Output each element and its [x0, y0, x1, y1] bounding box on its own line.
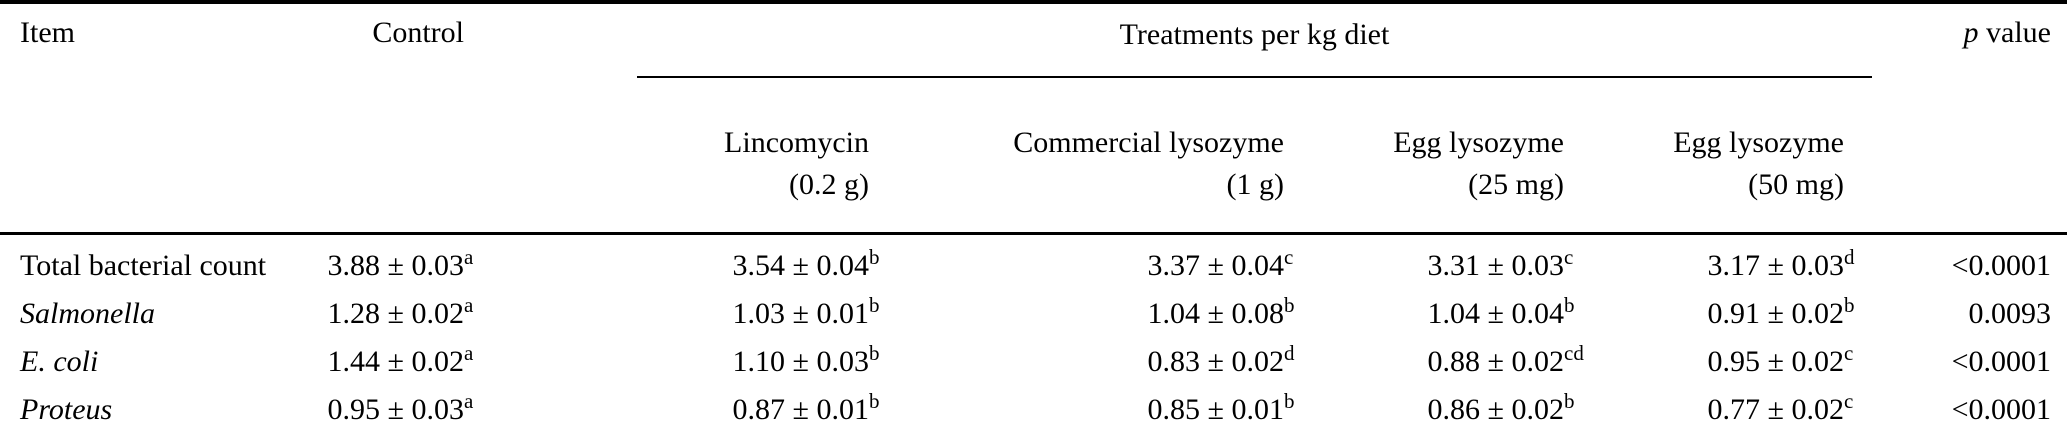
- cell-egg-lysozyme-25: 1.04 ± 0.04b: [1427, 293, 1575, 330]
- column-header-control: Control: [372, 16, 464, 49]
- cell-egg-lysozyme-50: 3.17 ± 0.03d: [1707, 245, 1855, 282]
- cell-commercial-lysozyme: 0.83 ± 0.02d: [1147, 341, 1295, 378]
- header-row-treatments: Lincomycin (0.2 g) Commercial lysozyme (…: [0, 108, 2067, 234]
- column-header-egg-lysozyme-25: Egg lysozyme (25 mg): [1393, 126, 1564, 201]
- cell-egg-lysozyme-50: 0.77 ± 0.02c: [1707, 389, 1854, 426]
- table-row-proteus: Proteus 0.95 ± 0.03a 0.87 ± 0.01b 0.85 ±…: [0, 387, 2067, 437]
- table-row-total-bacterial-count: Total bacterial count 3.88 ± 0.03a 3.54 …: [0, 234, 2067, 292]
- row-label: Salmonella: [20, 297, 155, 330]
- cell-egg-lysozyme-25: 0.86 ± 0.02b: [1427, 389, 1575, 426]
- cell-egg-lysozyme-50: 0.91 ± 0.02b: [1707, 293, 1855, 330]
- column-header-lincomycin: Lincomycin (0.2 g): [724, 126, 869, 201]
- cell-commercial-lysozyme: 0.85 ± 0.01b: [1147, 389, 1295, 426]
- column-header-egg-lysozyme-50: Egg lysozyme (50 mg): [1673, 126, 1844, 201]
- cell-control: 1.28 ± 0.02a: [327, 293, 474, 330]
- table-row-salmonella: Salmonella 1.28 ± 0.02a 1.03 ± 0.01b 1.0…: [0, 291, 2067, 339]
- treatments-group-header: Treatments per kg diet: [480, 2, 1872, 108]
- row-label: Proteus: [20, 393, 113, 426]
- cell-lincomycin: 3.54 ± 0.04b: [732, 245, 880, 282]
- cell-egg-lysozyme-50: 0.95 ± 0.02c: [1707, 341, 1854, 378]
- cell-p-value: <0.0001: [1951, 393, 2051, 426]
- cell-commercial-lysozyme: 1.04 ± 0.08b: [1147, 293, 1295, 330]
- column-header-commercial-lysozyme: Commercial lysozyme (1 g): [1013, 126, 1284, 201]
- p-value-word: value: [1978, 16, 2051, 49]
- cell-lincomycin: 1.03 ± 0.01b: [732, 293, 880, 330]
- cell-control: 1.44 ± 0.02a: [327, 341, 474, 378]
- cell-p-value: <0.0001: [1951, 249, 2051, 282]
- p-symbol: p: [1963, 16, 1979, 49]
- table-body: Total bacterial count 3.88 ± 0.03a 3.54 …: [0, 234, 2067, 437]
- row-label: Total bacterial count: [20, 249, 267, 282]
- column-header-p-value: p value: [1860, 2, 2067, 108]
- treatments-group-label: Treatments per kg diet: [637, 16, 1872, 78]
- spacer-item: [0, 108, 300, 234]
- cell-lincomycin: 1.10 ± 0.03b: [732, 341, 880, 378]
- cell-p-value: <0.0001: [1951, 345, 2051, 378]
- table-row-e-coli: E. coli 1.44 ± 0.02a 1.10 ± 0.03b 0.83 ±…: [0, 339, 2067, 387]
- header-row-groups: Item Control Treatments per kg diet p va…: [0, 2, 2067, 108]
- column-header-item: Item: [20, 16, 75, 49]
- cell-commercial-lysozyme: 3.37 ± 0.04c: [1147, 245, 1294, 282]
- cell-egg-lysozyme-25: 0.88 ± 0.02cd: [1427, 341, 1584, 378]
- cell-p-value: 0.0093: [1968, 297, 2052, 330]
- row-label: E. coli: [20, 345, 99, 378]
- cell-lincomycin: 0.87 ± 0.01b: [732, 389, 880, 426]
- cell-control: 3.88 ± 0.03a: [327, 245, 474, 282]
- cell-control: 0.95 ± 0.03a: [327, 389, 474, 426]
- spacer-p-value: [1860, 108, 2067, 234]
- spacer-control: [300, 108, 480, 234]
- cell-egg-lysozyme-25: 3.31 ± 0.03c: [1427, 245, 1574, 282]
- table-header: Item Control Treatments per kg diet p va…: [0, 2, 2067, 234]
